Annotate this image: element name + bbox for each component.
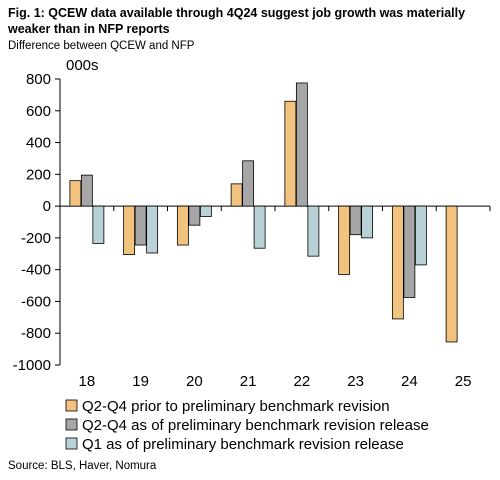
y-tick-label: -400 [21, 262, 51, 279]
y-tick-label: 0 [43, 198, 51, 215]
bar-series-2-22 [295, 82, 308, 207]
y-tick-label: -200 [21, 230, 51, 247]
bar-series-3-18 [92, 205, 105, 244]
y-tick-label: 200 [26, 166, 51, 183]
bar-series-1-21 [230, 183, 243, 207]
units-label: 000s [66, 57, 99, 74]
legend-label: Q2-Q4 as of preliminary benchmark revisi… [82, 417, 429, 434]
bar-series-1-19 [123, 205, 136, 255]
bar-series-1-24 [391, 205, 404, 320]
x-tick-label: 21 [240, 373, 257, 390]
bar-series-3-23 [361, 205, 374, 239]
x-tick-label: 22 [294, 373, 311, 390]
bars [69, 82, 458, 343]
bar-series-1-22 [284, 100, 297, 207]
legend-label: Q1 as of preliminary benchmark revision … [82, 436, 404, 453]
y-tick-label: 400 [26, 135, 51, 152]
y-tick-label: -600 [21, 293, 51, 310]
x-axis: 18 19 20 21 22 23 24 25 [59, 205, 491, 390]
x-tick-label: 18 [79, 373, 96, 390]
y-tick-label: 800 [26, 71, 51, 88]
y-tick-label: -1000 [13, 357, 51, 374]
legend-swatch [65, 418, 78, 431]
bar-series-1-25 [445, 205, 458, 343]
bar-series-3-22 [307, 205, 320, 257]
bar-series-3-21 [253, 205, 266, 249]
bar-series-2-20 [188, 205, 201, 226]
x-tick-label: 19 [132, 373, 149, 390]
bar-series-2-18 [80, 174, 93, 207]
x-tick-label: 24 [401, 373, 418, 390]
bar-series-2-19 [134, 205, 147, 246]
legend-swatch [65, 399, 78, 412]
y-tick-label: -800 [21, 325, 51, 342]
bar-series-2-23 [349, 205, 362, 236]
x-tick-label: 23 [347, 373, 364, 390]
bar-series-1-18 [69, 180, 82, 207]
bar-series-3-19 [146, 205, 159, 254]
bar-series-2-24 [403, 205, 416, 298]
x-tick-label: 25 [455, 373, 472, 390]
y-axis: 800 600 400 200 0 -200 -400 -600 -800 -1000 [13, 71, 61, 374]
legend-label: Q2-Q4 prior to preliminary benchmark rev… [82, 398, 390, 415]
bar-series-1-23 [338, 205, 351, 275]
y-tick-label: 600 [26, 103, 51, 120]
source-note: Source: BLS, Haver, Nomura [8, 460, 157, 472]
legend-swatch [65, 437, 78, 450]
bar-series-1-20 [176, 205, 189, 246]
chart-subtitle: Difference between QCEW and NFP [8, 40, 195, 52]
chart-title: Fig. 1: QCEW data available through 4Q24… [8, 6, 466, 36]
bar-chart: 800 600 400 200 0 -200 -400 -600 -800 -1000 18 19 2… [13, 57, 491, 453]
bar-series-3-24 [414, 205, 427, 266]
bar-series-2-21 [242, 160, 255, 207]
bar-series-3-20 [199, 205, 212, 217]
x-tick-label: 20 [186, 373, 203, 390]
legend: Q2-Q4 prior to preliminary benchmark rev… [65, 398, 429, 453]
